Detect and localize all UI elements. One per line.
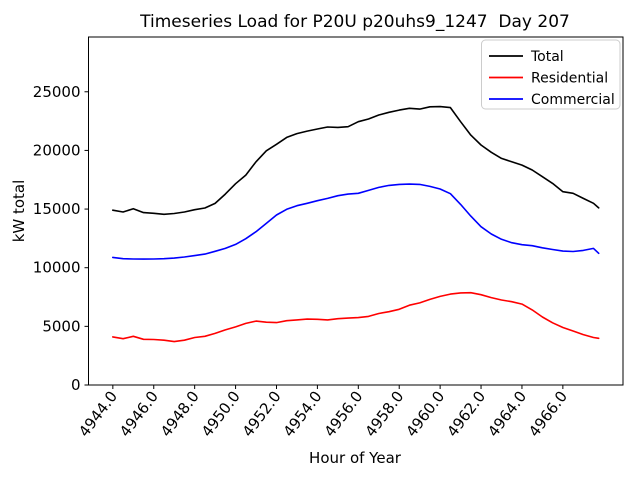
x-tick-label: 4944.0 <box>75 388 121 441</box>
x-tick-label: 4964.0 <box>484 388 530 441</box>
y-tick-label: 15000 <box>33 200 81 218</box>
y-tick-label: 5000 <box>42 317 80 335</box>
x-tick-label: 4956.0 <box>321 388 367 441</box>
legend: Total Residential Commercial <box>481 39 621 110</box>
y-axis-ticks: 0 5000 10000 15000 20000 25000 <box>33 83 89 394</box>
series-lines <box>112 105 600 343</box>
legend-entry-commercial: Commercial <box>489 92 615 108</box>
x-axis-label: Hour of Year <box>309 449 402 467</box>
legend-box <box>481 39 621 110</box>
plot-area <box>88 36 624 386</box>
legend-label-commercial: Commercial <box>531 92 615 108</box>
y-axis-label: kW total <box>10 180 28 243</box>
x-tick-label: 4958.0 <box>361 388 407 441</box>
series-line-commercial <box>112 183 600 260</box>
y-tick-label: 0 <box>71 376 81 394</box>
x-tick-label: 4948.0 <box>157 388 203 441</box>
x-tick-label: 4952.0 <box>239 388 285 441</box>
series-line-residential <box>112 291 600 343</box>
x-tick-label: 4962.0 <box>443 388 489 441</box>
legend-label-total: Total <box>530 49 564 65</box>
y-tick-label: 10000 <box>33 259 81 277</box>
x-tick-label: 4966.0 <box>525 388 571 441</box>
y-tick-label: 20000 <box>33 141 81 159</box>
x-axis-ticks: 4944.04946.04948.04950.04952.04954.04956… <box>75 385 571 440</box>
chart-title: Timeseries Load for P20U p20uhs9_1247 Da… <box>139 12 570 32</box>
legend-label-residential: Residential <box>531 71 608 87</box>
y-tick-label: 25000 <box>33 83 81 101</box>
legend-entry-residential: Residential <box>489 71 608 87</box>
series-line-total <box>112 105 600 216</box>
x-tick-label: 4946.0 <box>116 388 162 441</box>
x-tick-label: 4950.0 <box>198 388 244 441</box>
legend-entry-total: Total <box>489 49 564 65</box>
x-tick-label: 4954.0 <box>280 388 326 441</box>
x-tick-label: 4960.0 <box>402 388 448 441</box>
